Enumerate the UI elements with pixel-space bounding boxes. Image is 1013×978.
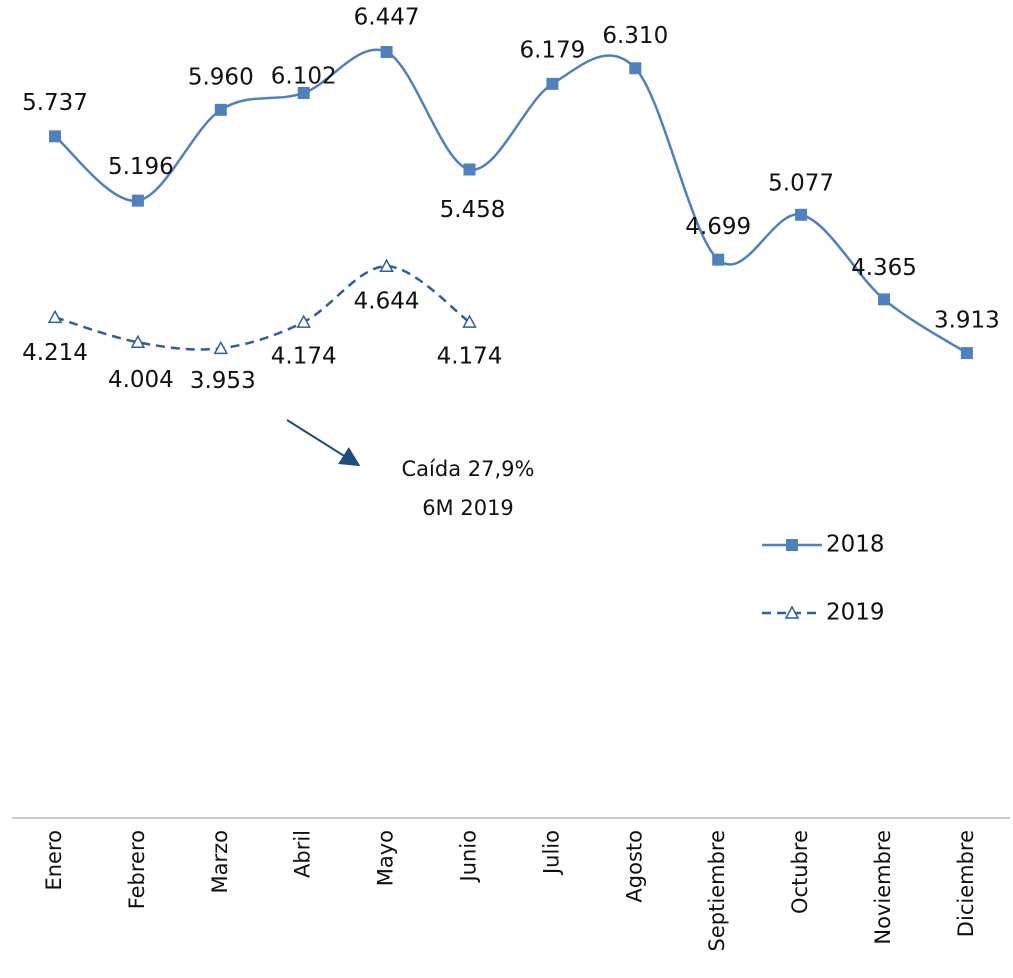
data-label: 3.913 <box>934 308 1000 334</box>
data-point <box>213 340 229 355</box>
data-point <box>546 77 559 90</box>
data-point <box>47 309 63 324</box>
legend-label: 2019 <box>826 600 885 626</box>
data-point <box>712 253 725 266</box>
x-tick-label: Julio <box>539 830 563 876</box>
legend-marker <box>784 605 800 619</box>
data-point <box>795 208 808 221</box>
data-label: 4.699 <box>685 214 751 240</box>
x-tick-label: Marzo <box>208 830 232 894</box>
x-tick-label: Octubre <box>788 830 812 914</box>
data-label: 5.458 <box>440 197 506 223</box>
x-tick-label: Noviembre <box>871 830 895 945</box>
x-tick-label: Junio <box>457 830 481 884</box>
data-label: 5.196 <box>108 154 174 180</box>
data-point <box>297 86 310 99</box>
data-label: 5.077 <box>768 170 834 196</box>
data-point <box>214 103 227 116</box>
annotation: Caída 27,9% <box>402 457 535 481</box>
data-point <box>878 293 890 306</box>
data-label: 6.102 <box>271 63 337 89</box>
data-label: 4.365 <box>851 255 917 281</box>
series-line <box>54 48 968 355</box>
data-label: 4.174 <box>437 344 503 370</box>
x-tick-label: Enero <box>42 830 66 891</box>
data-label: 4.174 <box>271 344 337 370</box>
x-tick-label: Abril <box>291 830 315 878</box>
data-point <box>629 62 642 75</box>
data-label: 4.644 <box>354 289 420 315</box>
data-point <box>49 130 61 143</box>
data-point <box>463 163 476 176</box>
series-line <box>54 264 471 351</box>
annotation-arrow <box>286 419 361 467</box>
data-point <box>296 314 311 328</box>
x-tick-label: Febrero <box>125 830 149 909</box>
data-point <box>960 347 973 360</box>
data-label: 4.004 <box>108 367 174 393</box>
data-label: 3.953 <box>190 368 256 394</box>
data-label: 6.179 <box>519 37 585 63</box>
data-point <box>462 314 477 328</box>
data-point <box>130 334 146 349</box>
x-tick-label: Mayo <box>374 830 398 886</box>
data-point <box>131 194 144 207</box>
data-label: 6.447 <box>354 5 420 31</box>
data-label: 5.960 <box>188 64 254 90</box>
data-label: 5.737 <box>22 90 88 116</box>
data-label: 4.214 <box>22 340 88 366</box>
annotation: 6M 2019 <box>422 496 514 520</box>
x-tick-label: Agosto <box>622 830 646 903</box>
x-tick-label: Diciembre <box>954 830 978 937</box>
legend-label: 2018 <box>826 532 885 558</box>
data-label: 6.310 <box>602 23 668 49</box>
data-point <box>379 258 394 272</box>
data-point <box>380 46 393 58</box>
x-tick-label: Septiembre <box>705 830 729 951</box>
legend-marker <box>786 539 798 551</box>
